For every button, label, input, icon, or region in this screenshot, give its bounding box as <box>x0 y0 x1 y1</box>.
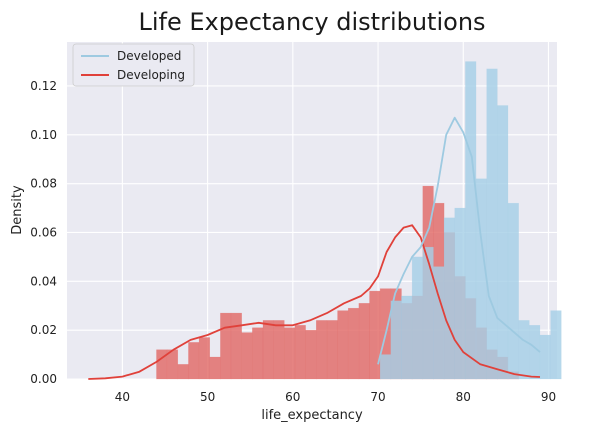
y-tick-label: 0.02 <box>30 323 57 337</box>
hist-bar-developing <box>241 332 253 380</box>
hist-bar-developed <box>486 68 498 380</box>
hist-bar-developing <box>316 320 328 380</box>
hist-bar-developed <box>539 334 551 380</box>
hist-bar-developed <box>443 217 455 380</box>
y-tick-label: 0.08 <box>30 177 57 191</box>
hist-bar-developing <box>156 349 168 380</box>
chart-title: Life Expectancy distributions <box>138 8 485 36</box>
hist-bar-developed <box>379 354 392 380</box>
hist-bar-developing <box>305 329 317 380</box>
hist-bar-developed <box>411 256 424 380</box>
bars-layer <box>156 61 562 380</box>
hist-bar-developed <box>497 105 509 380</box>
kde-line-developing <box>88 224 541 380</box>
hist-bar-developing <box>177 364 189 380</box>
x-tick-label: 60 <box>285 390 300 404</box>
hist-bar-developed <box>390 300 402 380</box>
hist-bar-developing <box>358 303 370 380</box>
y-tick-label: 0.04 <box>30 274 57 288</box>
y-axis-label: Density <box>10 185 25 235</box>
hist-bar-developing <box>198 337 210 380</box>
hist-bar-developed <box>422 246 434 380</box>
ticks-layer: 40 50 60 70 80 90 0.00 0.02 0.04 0.06 0.08 0.10 0.12 <box>30 79 556 404</box>
hist-bar-developing <box>209 356 221 380</box>
y-tick-label: 0.10 <box>30 128 57 142</box>
hist-bar-developing <box>188 342 200 380</box>
x-tick-label: 90 <box>541 390 556 404</box>
hist-bar-developing <box>273 320 285 380</box>
x-axis-label: life_expectancy <box>261 408 363 423</box>
legend-label-developing: Developing <box>117 68 185 82</box>
x-tick-label: 80 <box>456 390 471 404</box>
hist-bar-developed <box>465 61 477 380</box>
hist-bar-developed <box>529 325 541 380</box>
hist-bar-developing <box>347 307 360 380</box>
hist-bar-developing <box>337 310 349 380</box>
x-tick-label: 50 <box>200 390 215 404</box>
legend-label-developed: Developed <box>117 49 181 63</box>
hist-bar-developed <box>518 320 530 380</box>
hist-bar-developing <box>252 327 264 380</box>
legend: Developed Developing <box>72 43 195 87</box>
y-tick-label: 0.00 <box>30 372 57 386</box>
hist-bar-developing <box>220 312 232 380</box>
hist-bar-developed <box>401 295 413 380</box>
hist-bar-developing <box>294 325 306 380</box>
hist-bar-developing <box>262 320 274 380</box>
kde-line-developed <box>377 116 541 365</box>
kde-layer <box>88 116 541 380</box>
hist-bar-developed <box>550 310 562 380</box>
hist-bar-developing <box>230 312 242 380</box>
hist-bar-developing <box>326 320 338 380</box>
hist-bar-developing <box>369 290 381 380</box>
x-tick-label: 70 <box>370 390 385 404</box>
y-tick-label: 0.12 <box>30 79 57 93</box>
hist-bar-developed <box>507 202 519 380</box>
x-tick-label: 40 <box>115 390 130 404</box>
y-tick-label: 0.06 <box>30 225 57 239</box>
hist-bar-developing <box>284 327 296 380</box>
